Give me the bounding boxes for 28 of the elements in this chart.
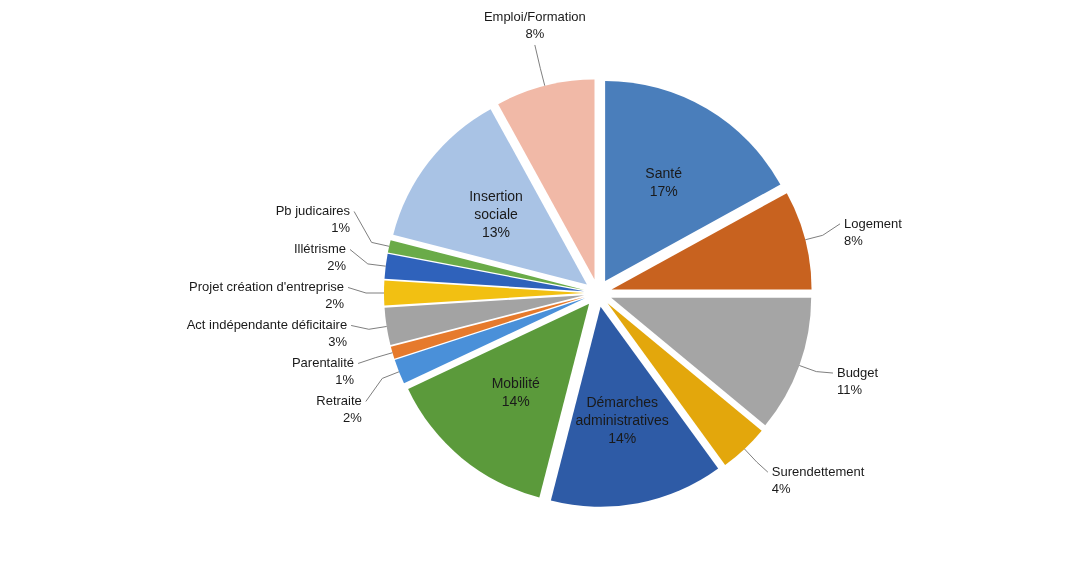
data-label: 1% bbox=[335, 372, 355, 388]
slice-label: Santé bbox=[645, 164, 683, 181]
data-label: 1% bbox=[331, 220, 351, 236]
data-label: 2% bbox=[327, 258, 347, 274]
data-label: 8% bbox=[844, 232, 864, 248]
slice-label: Pb judicaires bbox=[275, 203, 351, 219]
data-label: 11% bbox=[836, 382, 863, 398]
slice-label: Surendettement bbox=[771, 464, 865, 480]
slice-label: Budget bbox=[836, 365, 879, 381]
slice-label: Emploi/Formation bbox=[483, 8, 586, 24]
data-label: 13% bbox=[482, 223, 511, 240]
data-label: 2% bbox=[325, 296, 345, 312]
slice-label: Retraite bbox=[316, 393, 362, 409]
slice-label: Mobilité bbox=[491, 375, 541, 392]
data-label: 3% bbox=[328, 334, 348, 350]
data-label: 4% bbox=[771, 481, 792, 497]
slice-label: Illétrisme bbox=[293, 241, 346, 257]
slice-label: Act indépendante déficitaire bbox=[186, 317, 348, 333]
data-label: 2% bbox=[343, 410, 363, 426]
slice-label: Parentalité bbox=[291, 355, 355, 371]
data-label: 17% bbox=[649, 182, 678, 199]
data-label: 8% bbox=[525, 25, 545, 41]
data-label: 14% bbox=[608, 429, 637, 446]
slice-label: Insertion sociale bbox=[469, 187, 523, 222]
slice-label: Logement bbox=[844, 215, 903, 231]
slice-label: Démarches administratives bbox=[575, 393, 669, 428]
slice-label: Projet création d'entreprise bbox=[189, 279, 344, 295]
data-label: 14% bbox=[501, 393, 530, 410]
